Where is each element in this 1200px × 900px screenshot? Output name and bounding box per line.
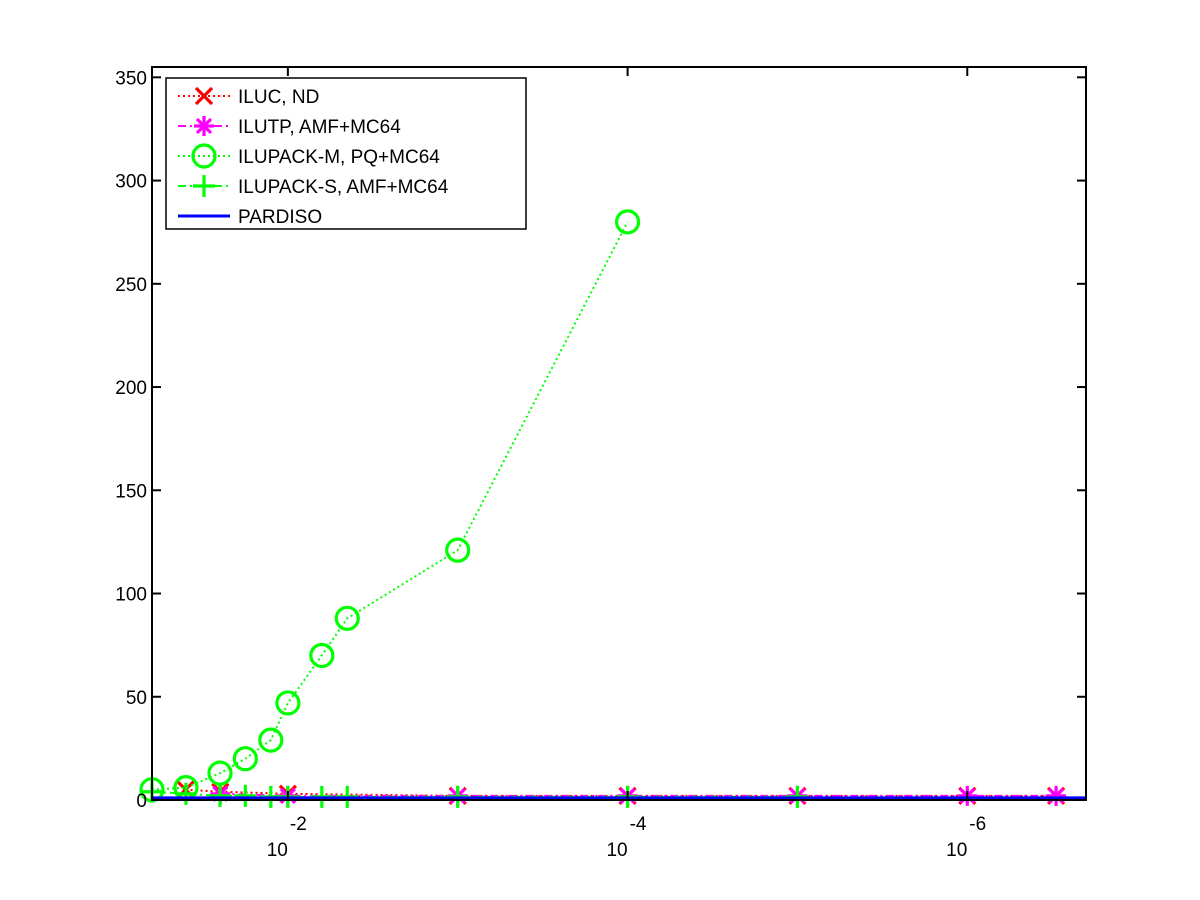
y-tick-label-1: 0 [136, 791, 147, 812]
legend-swatch-marker-2-stroke-d [195, 117, 213, 135]
series-4-point-3 [209, 784, 232, 807]
legend-entry-2: ILUTP, AMF+MC64 [178, 116, 401, 138]
y-tick-label-5: 200 [115, 378, 147, 399]
legend: ILUC, ND ILUTP, AMF+MC64 ILUPACK-M, PQ+MC6… [165, 77, 527, 230]
series-3-point-8 [334, 605, 360, 631]
y-tick-label-8: 350 [115, 68, 147, 89]
series-3-point-10-shape [614, 209, 641, 235]
series-3-point-9-shape [445, 537, 471, 563]
series-3-point-4 [232, 746, 258, 772]
legend-swatch-marker-2 [194, 116, 214, 136]
legend-box [165, 77, 527, 230]
series-3-point-8-shape [334, 605, 360, 631]
legend-label-1: ILUC, ND [238, 87, 319, 108]
legend-entry-4: ILUPACK-S, AMF+MC64 [178, 175, 449, 198]
series-3-point-5 [258, 727, 284, 753]
series-3-point-4-shape [232, 746, 258, 772]
y-tick-label-4: 150 [115, 481, 147, 502]
series-3-point-3-shape [207, 760, 233, 786]
legend-entry-1: ILUC, ND [178, 86, 319, 108]
x-tick-label-base-1: 10 [267, 840, 288, 861]
series-3-point-7 [309, 642, 335, 669]
legend-swatch-marker-1-stroke-b [194, 86, 214, 106]
axes-frame [151, 66, 1087, 801]
legend-swatch-marker-4 [193, 175, 215, 197]
series-3-point-3 [207, 760, 233, 786]
series-3-point-7-shape [309, 642, 335, 669]
x-tick-label-base-3: 10 [946, 840, 967, 861]
series-4-point-2 [174, 782, 197, 805]
y-tick-label-7: 300 [115, 172, 147, 193]
y-tick-label-6: 250 [115, 275, 147, 296]
x-tick-label-exp-2: -4 [630, 814, 647, 835]
legend-label-2: ILUTP, AMF+MC64 [238, 117, 401, 138]
series-3-point-6 [275, 690, 301, 716]
series-3-point-10 [614, 209, 641, 235]
series-1-line [185, 788, 1057, 797]
series-3-line [151, 221, 629, 791]
series-3-point-5-shape [258, 727, 284, 753]
series-4-point-4 [234, 784, 257, 807]
legend-entry-3: ILUPACK-M, PQ+MC64 [178, 143, 440, 169]
y-tick-label-2: 50 [126, 688, 147, 709]
x-tick-label-exp-3: -6 [969, 814, 986, 835]
legend-swatch-marker-3 [191, 143, 217, 169]
series-2-point-7 [1046, 785, 1067, 806]
legend-swatch-marker-3-shape [191, 143, 217, 169]
legend-label-3: ILUPACK-M, PQ+MC64 [238, 147, 440, 168]
legend-entry-5: PARDISO [178, 207, 322, 228]
legend-label-5: PARDISO [238, 207, 322, 228]
y-tick-label-3: 100 [115, 585, 147, 606]
legend-swatch-marker-1 [194, 86, 214, 106]
series-3-point-6-shape [275, 690, 301, 716]
legend-label-4: ILUPACK-S, AMF+MC64 [238, 177, 449, 198]
x-tick-label-base-2: 10 [606, 840, 627, 861]
series-3-point-9 [445, 537, 471, 563]
x-tick-label-exp-1: -2 [290, 814, 307, 835]
